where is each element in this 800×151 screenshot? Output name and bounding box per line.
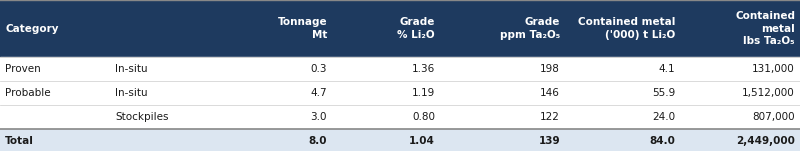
Text: In-situ: In-situ bbox=[115, 88, 148, 98]
Text: 139: 139 bbox=[538, 136, 560, 146]
Text: 4.1: 4.1 bbox=[658, 64, 675, 74]
Text: Contained metal
('000) t Li₂O: Contained metal ('000) t Li₂O bbox=[578, 17, 675, 40]
Text: 122: 122 bbox=[540, 112, 560, 122]
Text: 0.3: 0.3 bbox=[310, 64, 327, 74]
Text: 4.7: 4.7 bbox=[310, 88, 327, 98]
Text: 1.36: 1.36 bbox=[412, 64, 435, 74]
Bar bbox=[0, 105, 800, 129]
Text: Stockpiles: Stockpiles bbox=[115, 112, 169, 122]
Text: Tonnage
Mt: Tonnage Mt bbox=[278, 17, 327, 40]
Text: 198: 198 bbox=[540, 64, 560, 74]
Text: 8.0: 8.0 bbox=[309, 136, 327, 146]
Text: Proven: Proven bbox=[5, 64, 41, 74]
Text: 131,000: 131,000 bbox=[752, 64, 795, 74]
Text: 807,000: 807,000 bbox=[752, 112, 795, 122]
Text: 0.80: 0.80 bbox=[412, 112, 435, 122]
Text: Grade
% Li₂O: Grade % Li₂O bbox=[398, 17, 435, 40]
Text: 1.04: 1.04 bbox=[409, 136, 435, 146]
Text: 1.19: 1.19 bbox=[412, 88, 435, 98]
Text: Probable: Probable bbox=[5, 88, 50, 98]
Bar bbox=[0, 57, 800, 81]
Bar bbox=[0, 81, 800, 105]
Text: Total: Total bbox=[5, 136, 34, 146]
Text: Grade
ppm Ta₂O₅: Grade ppm Ta₂O₅ bbox=[500, 17, 560, 40]
Text: 146: 146 bbox=[540, 88, 560, 98]
Text: 55.9: 55.9 bbox=[652, 88, 675, 98]
Bar bbox=[0, 129, 800, 151]
Bar bbox=[0, 0, 800, 57]
Text: In-situ: In-situ bbox=[115, 64, 148, 74]
Text: 3.0: 3.0 bbox=[310, 112, 327, 122]
Text: 84.0: 84.0 bbox=[649, 136, 675, 146]
Text: Contained
metal
lbs Ta₂O₅: Contained metal lbs Ta₂O₅ bbox=[735, 11, 795, 46]
Text: Category: Category bbox=[5, 24, 58, 34]
Text: 2,449,000: 2,449,000 bbox=[736, 136, 795, 146]
Text: 1,512,000: 1,512,000 bbox=[742, 88, 795, 98]
Text: 24.0: 24.0 bbox=[652, 112, 675, 122]
